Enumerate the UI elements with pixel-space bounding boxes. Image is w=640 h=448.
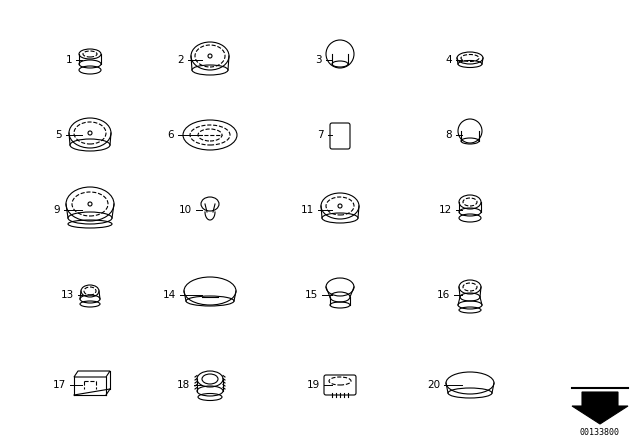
Text: 00133800: 00133800 <box>580 428 620 437</box>
Text: 15: 15 <box>305 290 318 300</box>
Text: 12: 12 <box>439 205 452 215</box>
Text: 18: 18 <box>177 380 190 390</box>
Text: 2: 2 <box>177 55 184 65</box>
Polygon shape <box>572 392 628 424</box>
Text: 9: 9 <box>53 205 60 215</box>
Text: 1: 1 <box>65 55 72 65</box>
Text: 4: 4 <box>445 55 452 65</box>
Text: 20: 20 <box>427 380 440 390</box>
Text: 10: 10 <box>179 205 192 215</box>
Text: 6: 6 <box>168 130 174 140</box>
Text: 3: 3 <box>316 55 322 65</box>
Text: 5: 5 <box>56 130 62 140</box>
Text: 17: 17 <box>52 380 66 390</box>
Text: 7: 7 <box>317 130 324 140</box>
Text: 19: 19 <box>307 380 320 390</box>
Text: 13: 13 <box>61 290 74 300</box>
Text: 11: 11 <box>301 205 314 215</box>
Text: 14: 14 <box>163 290 176 300</box>
Text: 16: 16 <box>436 290 450 300</box>
Text: 8: 8 <box>445 130 452 140</box>
